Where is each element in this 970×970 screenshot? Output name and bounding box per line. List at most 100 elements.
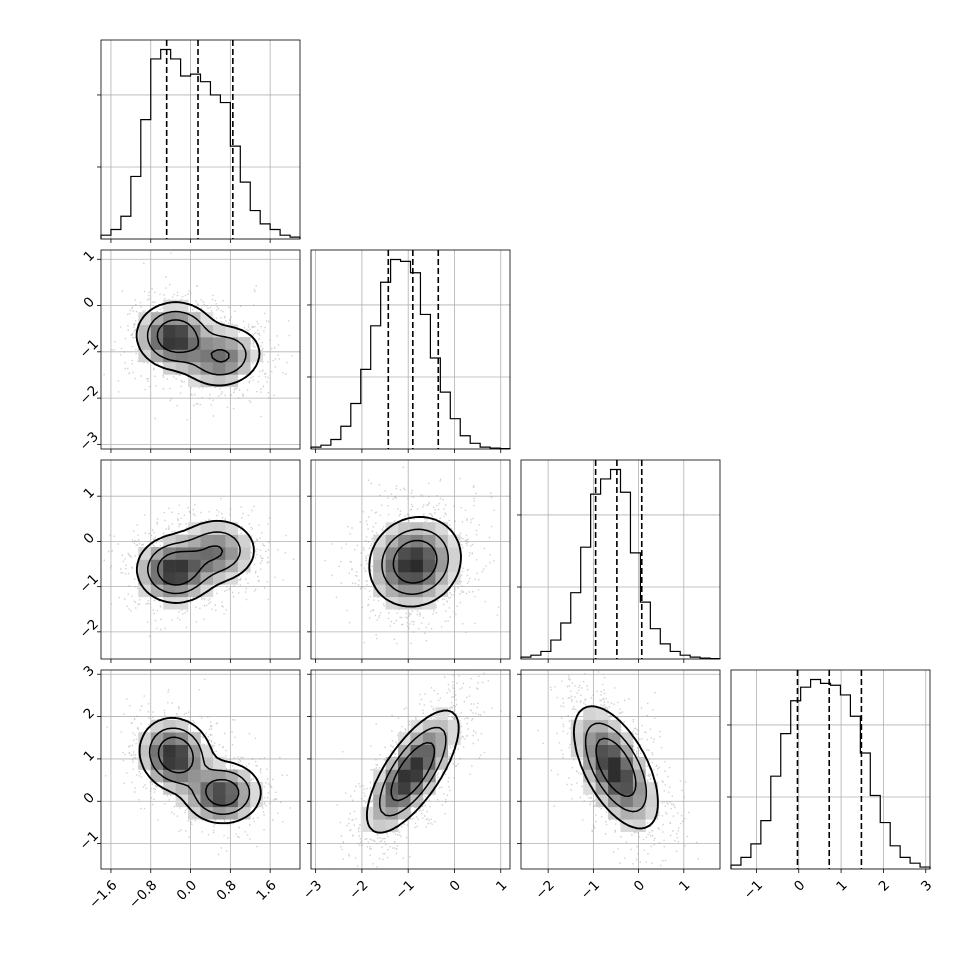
- density-cell: [385, 522, 399, 535]
- density-cell: [163, 324, 176, 338]
- density-cell: [188, 559, 201, 573]
- density-cell: [200, 349, 214, 363]
- density-cell: [200, 534, 214, 548]
- density-panel-2-3: −2 −1 0 1: [517, 669, 721, 903]
- density-cell: [212, 559, 226, 573]
- density-panel-0-2: −2 −1 0 1: [76, 459, 301, 663]
- density-cell: [138, 312, 152, 325]
- density-cell: [200, 794, 214, 808]
- density-cell: [175, 559, 189, 573]
- x-tick-label: −2: [346, 877, 371, 902]
- density-cell: [583, 707, 596, 721]
- density-cell: [188, 571, 201, 585]
- y-tick-label: 0: [80, 790, 97, 807]
- density-cell: [595, 719, 609, 733]
- contour-line: [148, 727, 251, 815]
- density-cell: [200, 337, 214, 350]
- density-cell: [163, 781, 176, 795]
- density-cell: [595, 744, 609, 758]
- x-tick-label: 0: [631, 877, 648, 894]
- density-cell: [385, 794, 399, 808]
- y-tick-label: −3: [76, 429, 101, 454]
- histogram-panel-2: [517, 459, 721, 663]
- contour-line: [381, 528, 450, 595]
- density-cell: [175, 337, 189, 350]
- density-cell: [212, 374, 226, 388]
- y-tick-label: −2: [76, 383, 101, 408]
- density-cell: [398, 596, 411, 610]
- density-cell: [398, 781, 411, 795]
- density-cell: [212, 361, 226, 375]
- y-tick-label: 0: [80, 294, 97, 311]
- contour-line: [390, 741, 436, 802]
- density-panel-1-3: −3 −2 −1 0 1: [300, 669, 511, 903]
- density-cell: [422, 744, 436, 758]
- x-tick-label: −3: [300, 877, 325, 902]
- density-cell: [163, 584, 176, 598]
- density-cell: [632, 819, 646, 832]
- density-cell: [150, 571, 164, 585]
- y-tick-label: 0: [80, 530, 97, 547]
- contour-line: [146, 310, 247, 376]
- density-cell: [138, 744, 152, 758]
- density-cell: [620, 769, 634, 783]
- density-cell: [225, 547, 239, 560]
- y-tick-label: 1: [80, 248, 97, 265]
- axes-frame: [520, 669, 721, 870]
- axes-frame: [310, 249, 511, 450]
- density-cell: [410, 584, 424, 598]
- density-cell: [447, 547, 461, 560]
- histogram-step: [730, 678, 931, 869]
- density-cell: [237, 349, 251, 363]
- density-cell: [422, 719, 436, 733]
- density-cell: [200, 324, 214, 338]
- contour-line: [368, 515, 462, 608]
- axes-frame: [730, 669, 931, 870]
- axes-frame: [100, 39, 301, 240]
- density-cell: [212, 324, 226, 338]
- x-tick-label: 2: [876, 877, 893, 894]
- density-cell: [200, 522, 214, 535]
- density-cell: [373, 571, 386, 585]
- density-cell: [385, 571, 399, 585]
- density-cell: [373, 584, 386, 598]
- density-cell: [385, 819, 399, 832]
- y-tick-label: −2: [76, 616, 101, 641]
- density-cell: [645, 794, 659, 808]
- axes-frame: [100, 249, 301, 450]
- contour-line: [157, 545, 224, 586]
- x-tick-label: 3: [918, 877, 935, 894]
- density-cell: [422, 522, 436, 535]
- histogram-step: [310, 258, 511, 450]
- density-cell: [188, 781, 201, 795]
- density-cell: [150, 337, 164, 350]
- x-tick-label: 0.0: [174, 877, 201, 904]
- density-cell: [163, 361, 176, 375]
- density-cell: [373, 819, 386, 832]
- y-tick-label: −1: [76, 336, 101, 361]
- density-cell: [373, 806, 386, 820]
- density-cell: [373, 559, 386, 573]
- density-cell: [385, 757, 399, 770]
- density-cell: [150, 732, 164, 745]
- density-cell: [163, 719, 176, 733]
- density-cell: [188, 547, 201, 560]
- density-cell: [608, 732, 621, 745]
- density-cell: [200, 806, 214, 820]
- density-cell: [608, 806, 621, 820]
- contour-line: [156, 319, 230, 363]
- density-cell: [237, 769, 251, 783]
- density-cell: [225, 781, 239, 795]
- density-cell: [410, 744, 424, 758]
- density-cell: [435, 559, 449, 573]
- density-cell: [250, 349, 263, 363]
- density-cell: [150, 349, 164, 363]
- density-cell: [620, 806, 634, 820]
- density-cell: [175, 534, 189, 548]
- axes-frame: [100, 459, 301, 660]
- density-cell: [150, 769, 164, 783]
- density-cell: [422, 534, 436, 548]
- density-cell: [138, 571, 152, 585]
- density-cell: [608, 757, 621, 770]
- density-cell: [175, 757, 189, 770]
